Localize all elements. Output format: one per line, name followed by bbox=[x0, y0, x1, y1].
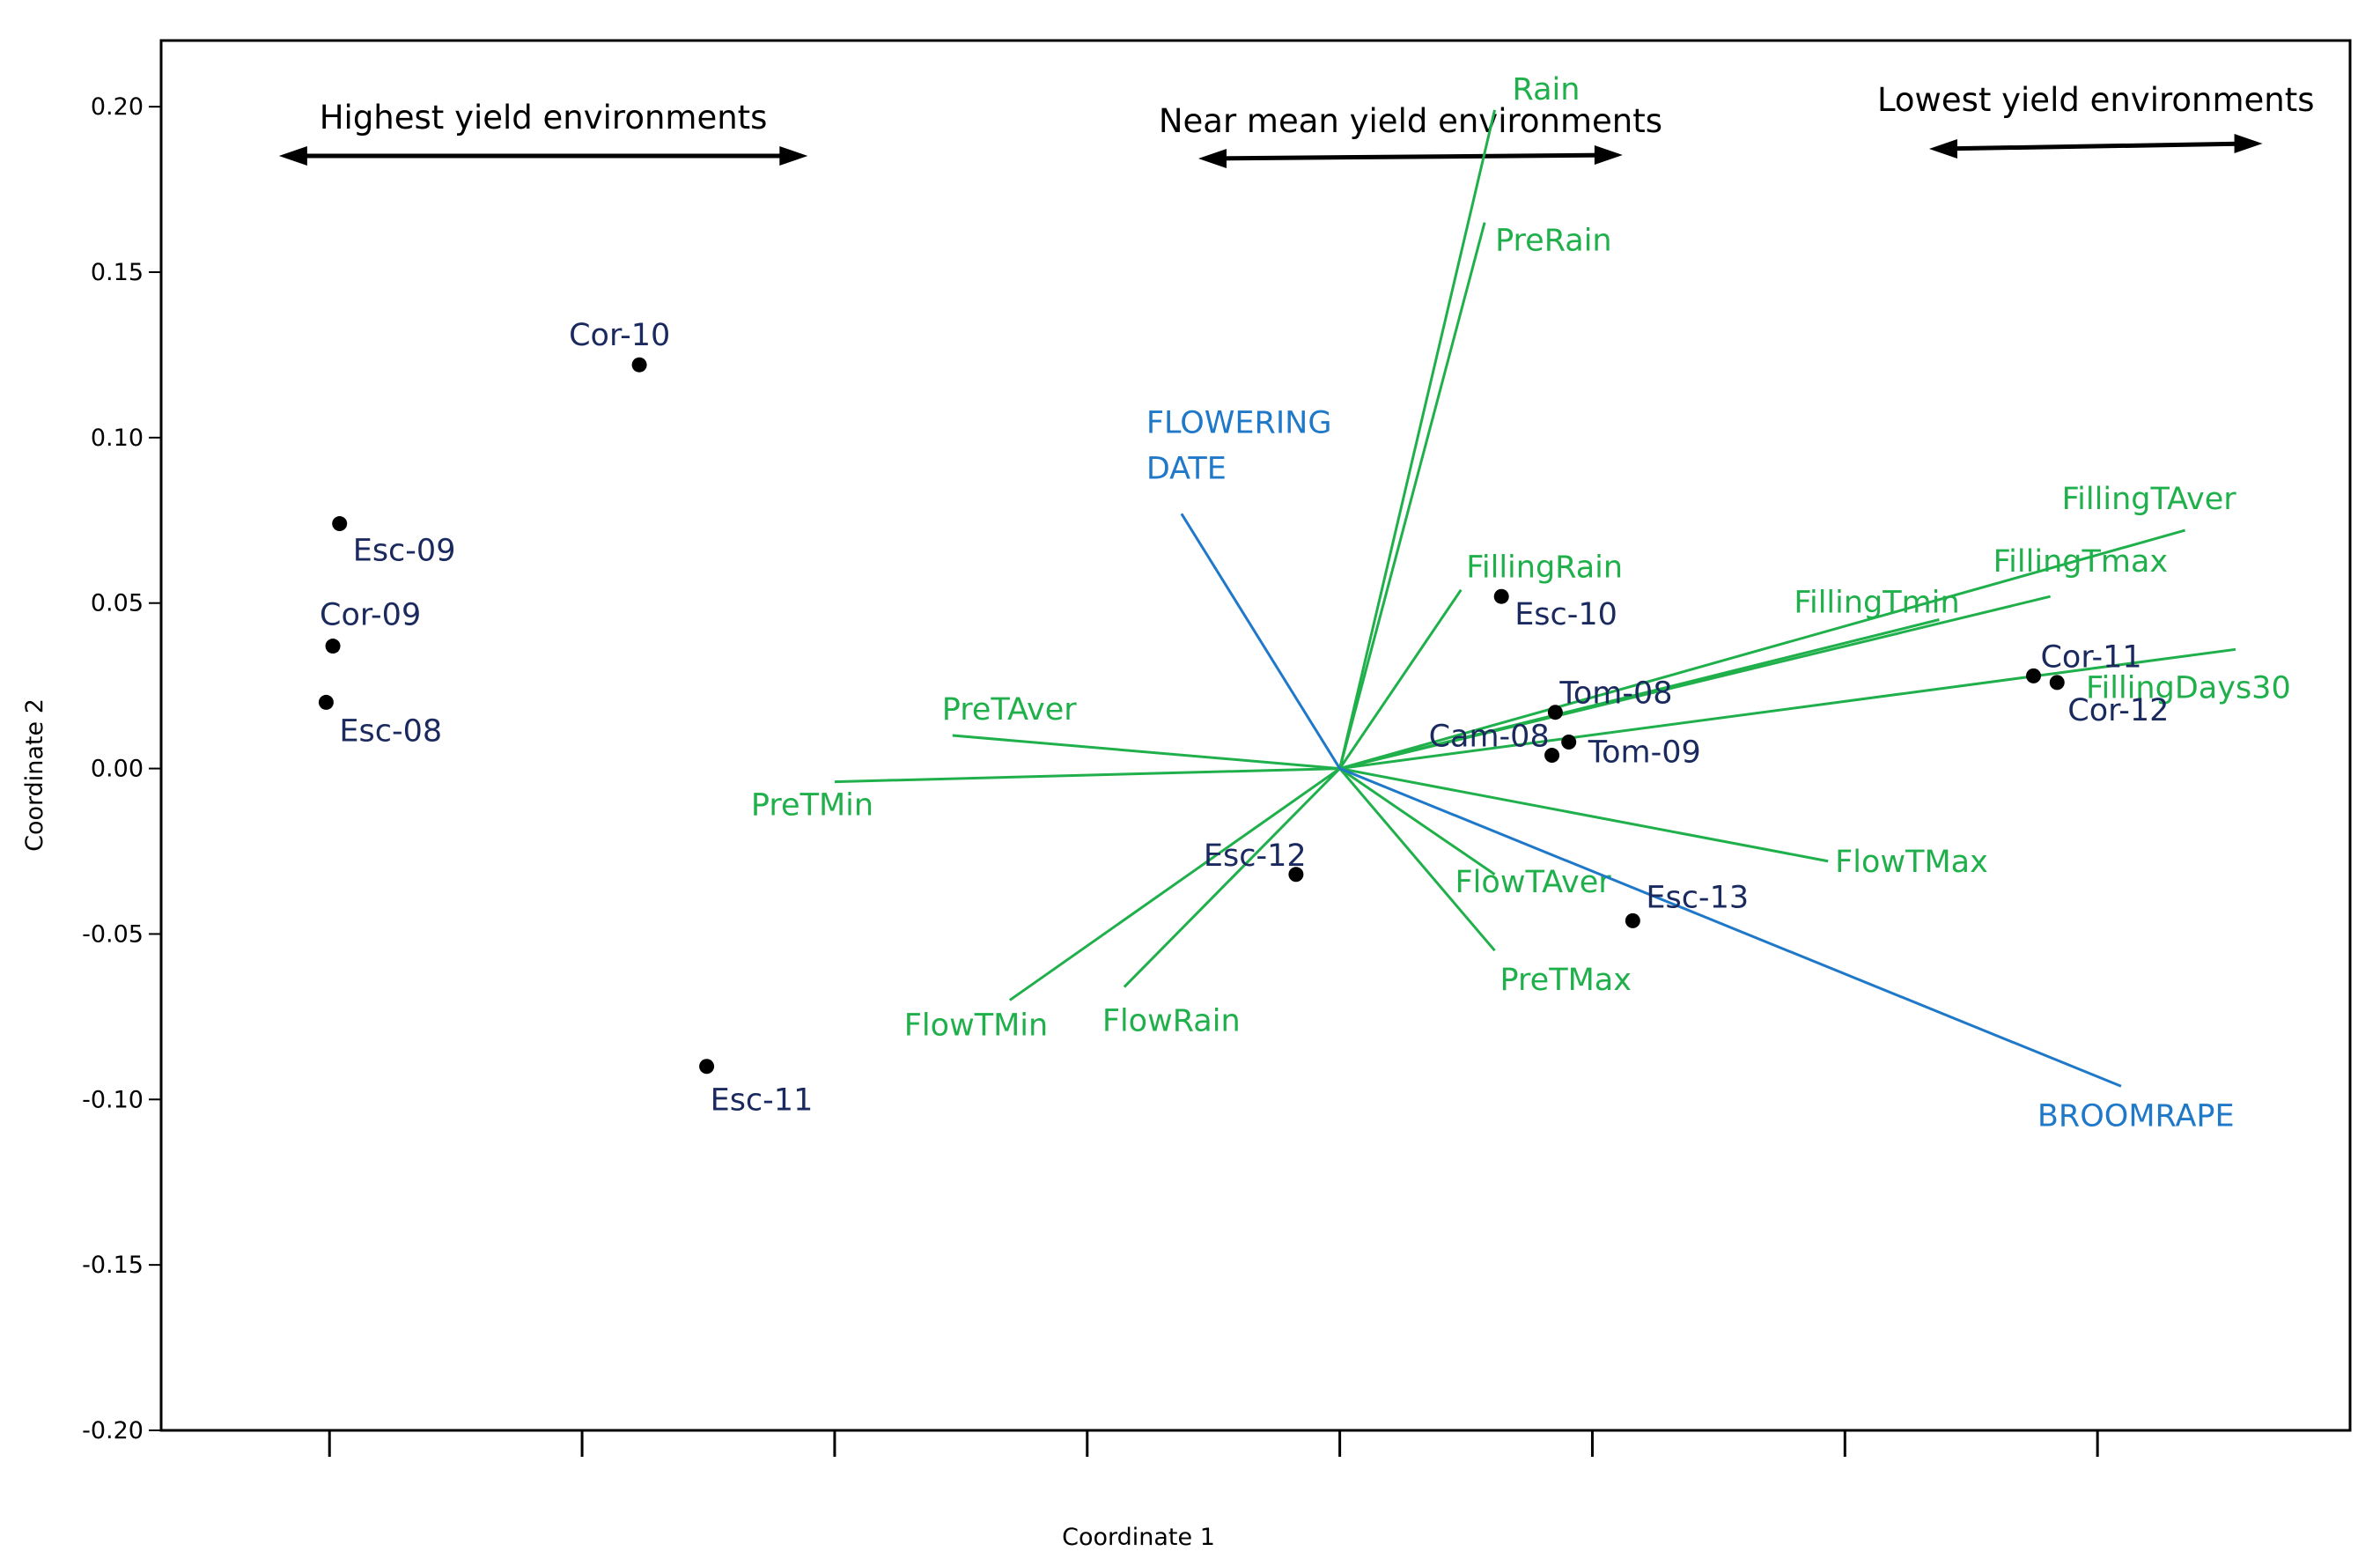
point-label-cor-12: Cor-12 bbox=[2067, 693, 2169, 728]
y-axis-title: Coordinate 2 bbox=[21, 698, 48, 852]
y-tick-label-0: 0.20 bbox=[91, 93, 144, 121]
band-label-highest-yield-environments: Highest yield environments bbox=[320, 99, 768, 137]
point-label-esc-08: Esc-08 bbox=[339, 713, 442, 749]
vector-prerain bbox=[1340, 223, 1485, 769]
y-tick-label-7: -0.15 bbox=[82, 1252, 144, 1279]
vector-rain bbox=[1340, 110, 1495, 769]
environment-vectors: Rain PreRain FillingRain FillingTAver Fillin… bbox=[751, 72, 2291, 1044]
vector-label-pretmax: PreTMax bbox=[1500, 963, 1632, 998]
point-esc-13 bbox=[1625, 913, 1640, 928]
point-tom-09 bbox=[1561, 735, 1576, 750]
y-tick-label-5: -0.05 bbox=[82, 920, 144, 948]
y-tick-label-8: -0.20 bbox=[82, 1417, 144, 1444]
point-label-tom-08: Tom-08 bbox=[1558, 676, 1672, 712]
vector-label-pretmin: PreTMin bbox=[751, 788, 873, 824]
vector-label-flowrain: FlowRain bbox=[1102, 1004, 1241, 1039]
vector-flowtmax bbox=[1340, 769, 1829, 861]
band-line-near-mean-yield-environments bbox=[1207, 155, 1614, 159]
vector-label-fillingrain: FillingRain bbox=[1466, 550, 1623, 586]
vector-label-pretaver: PreTAver bbox=[942, 692, 1077, 728]
y-tick-label-1: 0.15 bbox=[91, 259, 144, 286]
point-label-tom-09: Tom-09 bbox=[1588, 735, 1701, 771]
point-label-esc-09: Esc-09 bbox=[353, 534, 456, 569]
vector-label-fillingtmax: FillingTmax bbox=[1993, 544, 2169, 580]
band-arrowhead-left-highest-yield-environments bbox=[279, 146, 307, 166]
vector-label-prerain: PreRain bbox=[1495, 224, 1612, 259]
biplot-chart: Highest yield environments Near mean yiel… bbox=[0, 0, 2380, 1566]
point-label-esc-13: Esc-13 bbox=[1646, 880, 1749, 915]
y-tick-label-4: 0.00 bbox=[91, 756, 144, 783]
trait-label-broomrape-0: BROOMRAPE bbox=[2037, 1098, 2235, 1134]
y-axis: 0.20 0.15 0.10 0.05 0.00 -0.05 -0.10 -0.15 -0.20 bbox=[82, 93, 161, 1444]
band-arrowhead-left-lowest-yield-environments bbox=[1929, 139, 1957, 159]
band-arrowhead-right-lowest-yield-environments bbox=[2235, 134, 2263, 153]
band-label-lowest-yield-environments: Lowest yield environments bbox=[1877, 81, 2315, 119]
y-tick-label-6: -0.10 bbox=[82, 1086, 144, 1113]
y-tick-label-2: 0.10 bbox=[91, 425, 144, 452]
x-axis bbox=[329, 1430, 2097, 1457]
vector-pretmin bbox=[835, 769, 1340, 782]
vector-pretaver bbox=[953, 735, 1340, 769]
vector-label-fillingtmin: FillingTmin bbox=[1794, 586, 1959, 621]
point-label-cor-09: Cor-09 bbox=[320, 598, 421, 633]
vector-flowtmin bbox=[1010, 769, 1340, 1001]
trait-vector-flowering-date bbox=[1182, 513, 1340, 768]
vector-label-rain: Rain bbox=[1513, 72, 1581, 107]
point-esc-10 bbox=[1494, 589, 1509, 604]
yield-bands: Highest yield environments Near mean yiel… bbox=[279, 81, 2315, 168]
point-cor-11 bbox=[2026, 669, 2041, 683]
point-label-cam-08: Cam-08 bbox=[1429, 720, 1550, 755]
vector-label-fillingtaver: FillingTAver bbox=[2062, 482, 2237, 517]
point-label-cor-11: Cor-11 bbox=[2040, 639, 2141, 675]
point-label-cor-10: Cor-10 bbox=[569, 318, 670, 353]
point-cor-12 bbox=[2050, 675, 2065, 690]
point-cor-10 bbox=[632, 358, 647, 373]
band-arrowhead-right-near-mean-yield-environments bbox=[1595, 145, 1623, 165]
trait-label-flowering-date-0: FLOWERING bbox=[1146, 405, 1332, 440]
trait-vector-broomrape bbox=[1340, 769, 2121, 1087]
point-esc-11 bbox=[699, 1059, 714, 1074]
point-label-esc-12: Esc-12 bbox=[1204, 838, 1307, 874]
band-line-lowest-yield-environments bbox=[1938, 144, 2254, 149]
vector-flowrain bbox=[1124, 769, 1340, 987]
plot-frame bbox=[161, 41, 2350, 1430]
point-label-esc-11: Esc-11 bbox=[711, 1083, 814, 1119]
band-arrowhead-right-highest-yield-environments bbox=[779, 146, 807, 166]
point-esc-09 bbox=[332, 516, 347, 531]
point-esc-08 bbox=[319, 695, 334, 710]
y-tick-label-3: 0.05 bbox=[91, 590, 144, 617]
x-axis-title: Coordinate 1 bbox=[1062, 1524, 1215, 1551]
trait-label-flowering-date-1: DATE bbox=[1146, 451, 1227, 486]
vector-label-flowtmax: FlowTMax bbox=[1835, 845, 1988, 880]
band-label-near-mean-yield-environments: Near mean yield environments bbox=[1159, 102, 1662, 140]
band-arrowhead-left-near-mean-yield-environments bbox=[1198, 149, 1227, 168]
vector-label-flowtmin: FlowTMin bbox=[904, 1008, 1048, 1044]
point-label-esc-10: Esc-10 bbox=[1514, 597, 1617, 632]
point-cor-09 bbox=[326, 639, 341, 654]
